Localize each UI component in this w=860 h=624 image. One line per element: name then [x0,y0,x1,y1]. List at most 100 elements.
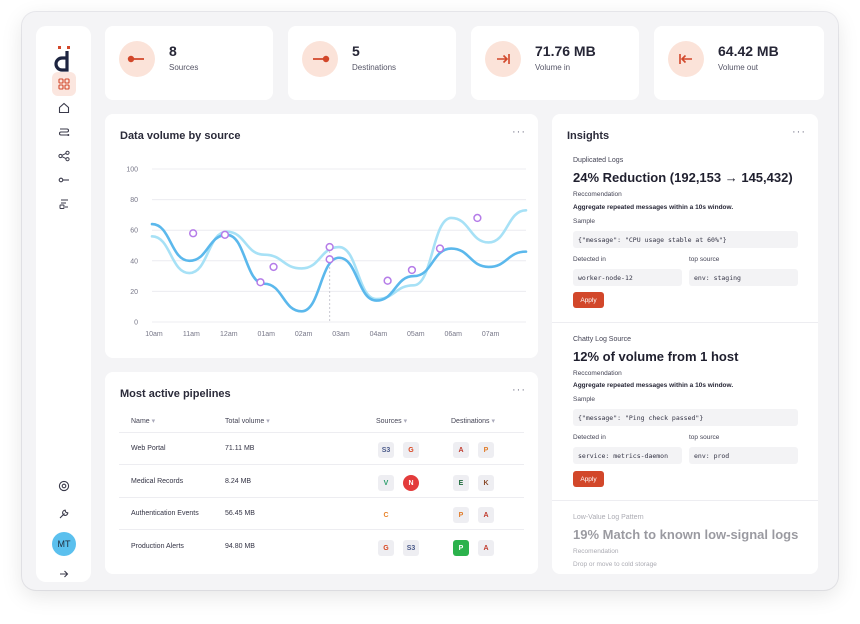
insight-detected: service: metrics-daemon [573,447,682,464]
insight-rec-label: Reccomendation [573,191,622,198]
insight-divider [552,500,818,501]
y-tick-label: 40 [130,258,138,265]
sidebar-item-nodes[interactable] [52,144,76,168]
home-icon [58,102,70,114]
brand-logo-icon[interactable] [54,46,74,72]
column-header-name[interactable]: Name ▾ [131,418,156,425]
column-header-destinations[interactable]: Destinations ▾ [451,418,495,425]
source-dot-icon [119,41,155,77]
stat-label: Sources [169,63,199,72]
card-menu-icon[interactable]: ··· [512,126,526,138]
series-line [150,222,528,313]
insight-recommendation: Drop or move to cold storage [573,561,657,568]
data-point-marker [473,213,482,223]
insight-sample-label: Sample [573,396,596,403]
aws-logo-icon: A [453,442,469,458]
insight-source-label: top source [689,256,720,263]
y-tick-label: 80 [130,197,138,204]
insight-source-label: top source [689,434,720,441]
stat-value: 64.42 MB [718,43,779,59]
data-point-marker [435,244,445,253]
insight-section: Duplicated Logs [573,157,624,164]
insight-sample-label: Sample [573,218,596,225]
data-point-marker [256,278,265,287]
insight-section: Chatty Log Source [573,336,631,343]
insight-source: env: staging [689,269,798,286]
elastic-logo-icon: E [453,475,469,491]
table-divider [119,529,524,530]
tools-button[interactable] [52,502,76,526]
kafka-logo-icon: K [478,475,494,491]
stat-card-volume-in[interactable]: 71.76 MB Volume in [471,26,639,100]
sidebar: MT [36,26,91,582]
insight-source: env: prod [689,447,798,464]
card-title: Insights [567,130,610,142]
pipeline-volume: 71.11 MB [225,445,255,452]
aws-logo-icon: A [478,507,494,523]
data-point-marker [325,255,334,264]
insight-recommendation: Aggregate repeated messages within a 10s… [573,382,734,389]
pagerduty-logo-icon: P [453,540,469,556]
insight-headline: 24% Reduction (192,153 → 145,432) [573,170,793,185]
sidebar-item-destinations[interactable] [52,192,76,216]
data-point-marker [188,229,198,238]
aws-logo-icon: A [478,540,494,556]
grafana-logo-icon: G [378,540,394,556]
user-avatar[interactable]: MT [52,532,76,556]
pipeline-name: Web Portal [131,445,166,452]
x-tick-label: 07am [482,331,500,338]
destination-icon [59,199,68,209]
insight-recommendation: Aggregate repeated messages within a 10s… [573,204,734,211]
stat-card-volume-out[interactable]: 64.42 MB Volume out [654,26,824,100]
table-divider [119,464,524,465]
sidebar-item-pipelines[interactable] [52,120,76,144]
insight-detected-label: Detected in [573,434,606,441]
pinwheel-logo-icon: P [478,442,494,458]
x-tick-label: 03am [332,331,350,338]
column-header-volume[interactable]: Total volume ▾ [225,418,270,425]
column-header-sources[interactable]: Sources ▾ [376,418,408,425]
apply-button[interactable]: Apply [573,471,604,487]
stat-card-destinations[interactable]: 5 Destinations [288,26,456,100]
x-tick-label: 05am [407,331,425,338]
line-chart: 0 20 40 60 80 100 10am 11am 12am 01am 02am 03am 04am… [126,167,528,338]
pipeline-volume: 94.80 MB [225,543,255,550]
wrench-icon [59,509,69,519]
collapse-sidebar-button[interactable] [52,562,76,586]
apply-button[interactable]: Apply [573,292,604,308]
grafana-logo-icon: G [403,442,419,458]
insight-detected-label: Detected in [573,256,606,263]
data-point-marker [325,242,334,252]
sidebar-item-dashboard[interactable] [52,72,76,96]
stat-label: Volume out [718,63,759,72]
settings-icon [58,480,70,492]
card-title: Data volume by source [120,130,241,142]
pipeline-name: Production Alerts [131,543,184,550]
x-tick-label: 11am [183,331,200,338]
s3-logo-icon: S3 [403,540,419,556]
arrow-out-icon [668,41,704,77]
stat-card-sources[interactable]: 8 Sources [105,26,273,100]
sort-icon: ▾ [491,418,495,425]
card-menu-icon[interactable]: ··· [512,384,526,396]
sort-icon: ▾ [266,418,270,425]
settings-button[interactable] [52,474,76,498]
dashboard-icon [58,78,70,90]
sidebar-item-sources[interactable] [52,168,76,192]
card-menu-icon[interactable]: ··· [792,126,806,138]
sort-icon: ▾ [151,418,156,425]
table-divider [119,497,524,498]
data-point-marker [383,276,392,285]
arrow-in-icon [485,41,521,77]
sidebar-item-home[interactable] [52,96,76,120]
vector-logo-icon: V [378,475,394,491]
app-window: MT 8 Sources 5 Destinations 71.76 MB Vol… [22,12,838,590]
pinwheel-logo-icon: P [453,507,469,523]
stat-value: 8 [169,43,177,59]
insight-headline: 19% Match to known low-signal logs [573,527,799,542]
x-tick-label: 10am [145,331,163,338]
table-divider [119,432,524,433]
stat-value: 71.76 MB [535,43,596,59]
stat-value: 5 [352,43,360,59]
y-tick-label: 20 [130,289,138,296]
